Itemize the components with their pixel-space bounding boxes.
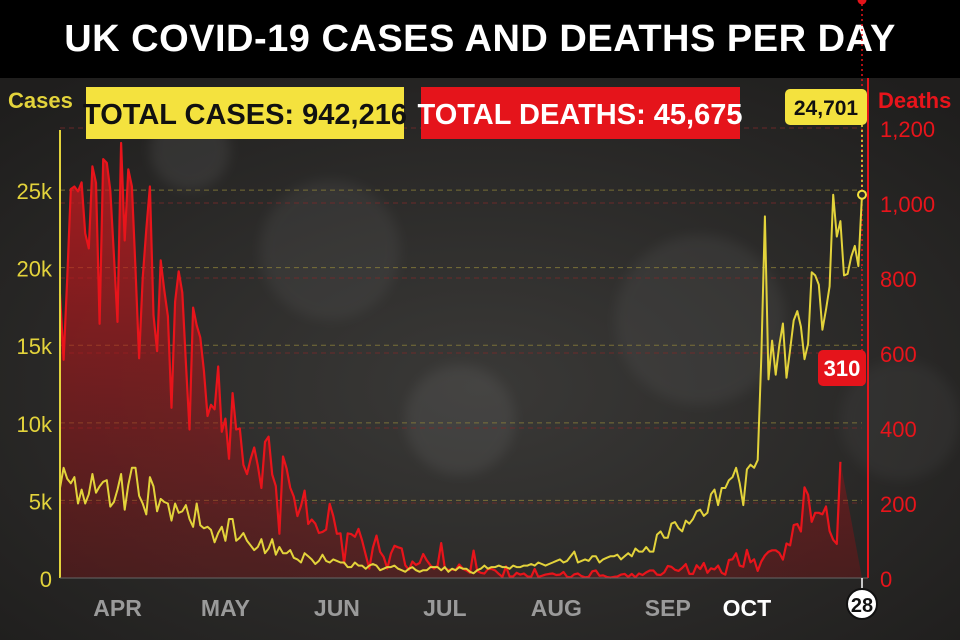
right-tick-label: 1,200 [880,117,935,142]
right-tick-label: 200 [880,492,917,517]
left-tick-label: 15k [17,334,53,359]
deaths-last-badge [818,350,866,386]
chart-title: UK COVID-19 CASES AND DEATHS PER DAY [64,18,896,60]
x-axis-label: AUG [531,595,582,621]
deaths-last-label: 310 [824,356,861,381]
left-tick-label: 0 [40,567,52,592]
x-axis-label: SEP [645,595,691,621]
right-tick-label: 800 [880,267,917,292]
end-day-badge [846,588,878,620]
right-tick-label: 0 [880,567,892,592]
right-tick-label: 1,000 [880,192,935,217]
tick-labels: 0 5k 10k 15k 20k 25k 0 200 400 600 800 1,000 1,200 [17,117,936,592]
cases-line [59,193,863,575]
total-cases-label: TOTAL CASES: 942,216 [83,99,407,131]
title-bar [0,0,960,78]
x-axis-label: OCT [723,595,772,621]
cases-last-label: 24,701 [794,97,859,120]
total-deaths-box [421,87,740,139]
x-axis-label: JUN [314,595,360,621]
x-axis-labels: APR MAY JUN JUL AUG SEP OCT [93,595,771,621]
left-tick-label: 20k [17,257,53,282]
left-tick-label: 5k [29,489,53,514]
cases-series [59,125,867,575]
right-tick-label: 600 [880,342,917,367]
total-cases-box [86,87,404,139]
left-axis-label: Cases [8,88,73,113]
cases-end-marker [857,189,867,200]
x-axis-label: APR [93,595,142,621]
right-tick-label: 400 [880,417,917,442]
end-day-label: 28 [851,595,873,617]
x-axis-label: MAY [201,595,250,621]
left-tick-label: 25k [17,179,53,204]
right-axis-label: Deaths [878,88,951,113]
left-tick-label: 10k [17,412,53,437]
axes [59,78,869,589]
callouts: 24,701 310 28 [785,89,878,620]
total-deaths-label: TOTAL DEATHS: 45,675 [418,99,743,131]
cases-last-badge [785,89,867,125]
deaths-end-marker [857,0,867,5]
deaths-area [60,143,862,578]
x-axis-label: JUL [423,595,466,621]
